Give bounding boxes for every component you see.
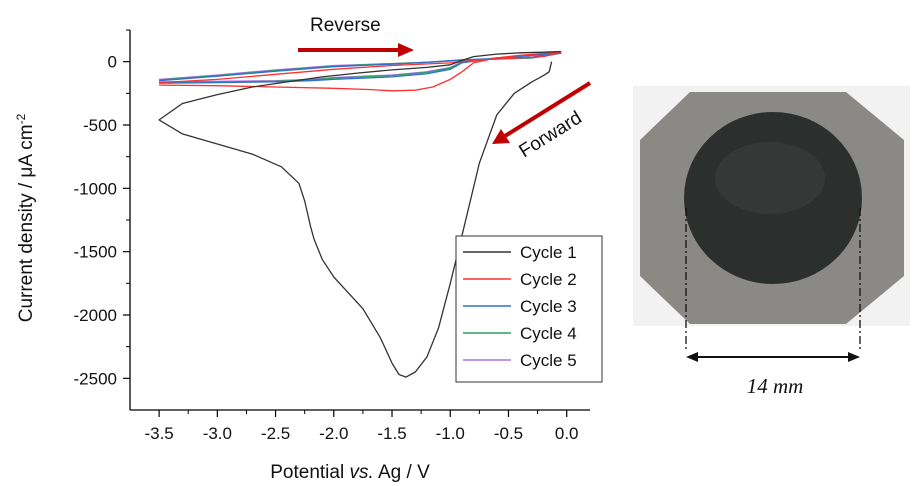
- legend-label: Cycle 1: [520, 243, 577, 262]
- cv-plot: -3.5 -3.0 -2.5 -2.0 -1.5 -1.0 -0.5 0.0 0 -500 -10…: [14, 15, 603, 483]
- legend-label: Cycle 4: [520, 324, 577, 343]
- scale-arrow-right: [848, 352, 860, 362]
- y-tick-label: -500: [83, 116, 117, 135]
- x-tick-label: -2.5: [261, 424, 290, 443]
- scale-label: 14 mm: [747, 374, 804, 398]
- y-axis-title-prefix: Current density /: [16, 178, 37, 323]
- x-tick-label: -2.0: [319, 424, 348, 443]
- x-ticks: -3.5 -3.0 -2.5 -2.0 -1.5 -1.0 -0.5 0.0: [144, 410, 579, 443]
- y-axis-title-sup: -2: [14, 113, 28, 124]
- y-axis-title-mu: μ: [16, 167, 37, 178]
- forward-arrow-head: [492, 129, 510, 144]
- legend-label: Cycle 3: [520, 297, 577, 316]
- series-cycle-3: [159, 52, 562, 84]
- x-tick-label: -0.5: [494, 424, 523, 443]
- y-tick-label: -1000: [74, 179, 117, 198]
- forward-label: Forward: [516, 108, 586, 163]
- x-tick-label: -1.5: [377, 424, 406, 443]
- legend-items: Cycle 1 Cycle 2 Cycle 3 Cycle 4 Cycle 5: [463, 243, 577, 370]
- y-tick-label: 0: [108, 53, 117, 72]
- electrode-photo: 14 mm: [633, 86, 910, 398]
- scale-arrow-left: [686, 352, 698, 362]
- legend-box: [455, 235, 603, 383]
- forward-arrow: [503, 81, 592, 138]
- x-tick-label: -1.0: [436, 424, 465, 443]
- y-tick-label: -2000: [74, 306, 117, 325]
- x-tick-label: 0.0: [555, 424, 579, 443]
- legend-label: Cycle 2: [520, 270, 577, 289]
- x-axis-title-prefix: Potential: [270, 462, 349, 483]
- reverse-label: Reverse: [310, 15, 381, 36]
- series-cycle-2: [159, 51, 562, 92]
- legend: Cycle 1 Cycle 2 Cycle 3 Cycle 4 Cycle 5: [455, 235, 603, 383]
- legend-label: Cycle 5: [520, 351, 577, 370]
- x-tick-label: -3.5: [144, 424, 173, 443]
- y-ticks: 0 -500 -1000 -1500 -2000 -2500: [74, 29, 130, 388]
- y-axis-title: Current density / μA cm-2: [14, 113, 37, 322]
- x-tick-label: -3.0: [203, 424, 232, 443]
- reverse-arrow-head: [398, 43, 414, 57]
- disc-sheen-icon: [715, 142, 825, 214]
- y-tick-label: -1500: [74, 243, 117, 262]
- x-axis-title: Potential vs. Ag / V: [270, 462, 430, 483]
- x-axis-title-suffix: Ag / V: [374, 462, 430, 483]
- y-axis-title-suffix: A cm: [16, 124, 37, 166]
- y-tick-label: -2500: [74, 369, 117, 388]
- x-axis-title-italic: vs.: [349, 462, 373, 483]
